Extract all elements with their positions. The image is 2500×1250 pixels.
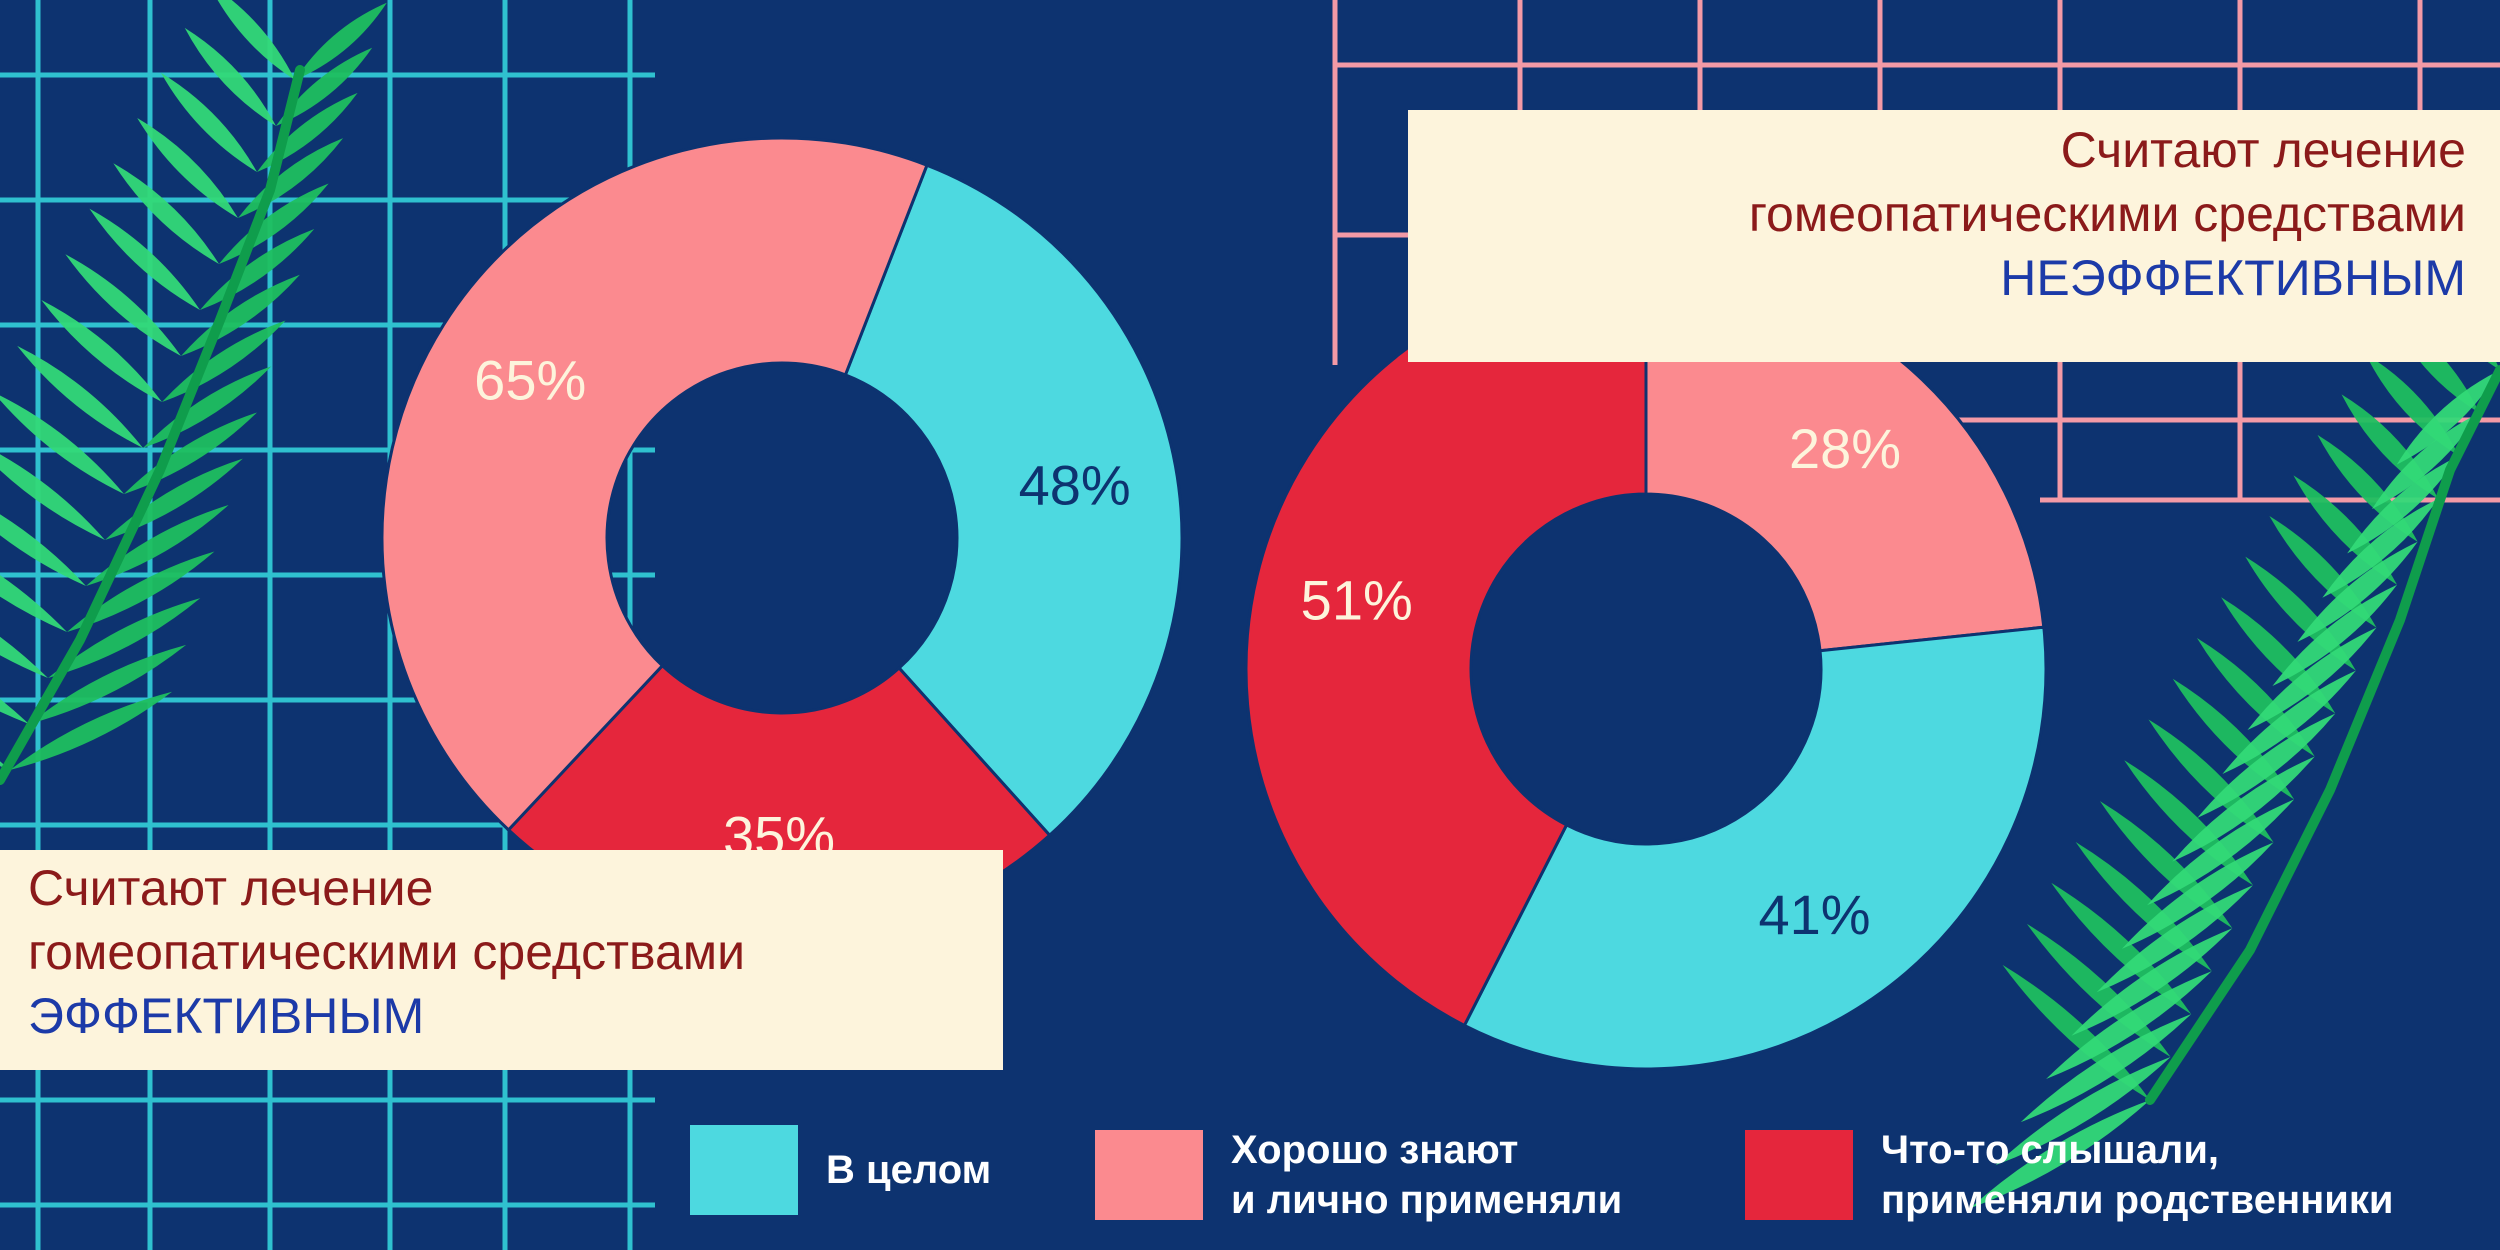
caption-ineffective: Считают лечение гомеопатическими средств…: [1408, 110, 2500, 362]
slice-value-label: 48%: [1019, 453, 1131, 516]
donut-slice: [843, 163, 1184, 838]
pink-grid-decoration: [1332, 0, 2500, 503]
caption-line: гомеопатическими средствами: [1748, 186, 2466, 242]
legend-item-know-well: Хорошо знают и лично применяли: [1095, 1125, 1622, 1225]
slice-value-label: 28%: [1789, 417, 1901, 480]
slice-value-label: 51%: [1301, 569, 1413, 632]
legend-label: В целом: [826, 1148, 992, 1192]
palm-leaf-right: [1970, 273, 2500, 1209]
slice-value-label: 41%: [1758, 883, 1870, 946]
caption-line: гомеопатическими средствами: [28, 924, 746, 980]
legend-swatch-red: [1745, 1130, 1853, 1220]
legend-label: Что-то слышали, применяли родственники: [1881, 1128, 2394, 1222]
donut-slice: [380, 136, 929, 833]
caption-emphasis: НЕЭФФЕКТИВНЫМ: [2000, 250, 2466, 306]
legend-item-heard-of: Что-то слышали, применяли родственники: [1745, 1125, 2394, 1225]
donut-slice: [1462, 625, 2048, 1071]
legend-item-overall: В целом: [690, 1125, 991, 1215]
legend-swatch-pink: [1095, 1130, 1203, 1220]
legend-label: Хорошо знают и лично применяли: [1231, 1128, 1623, 1222]
palm-leaf-left: [0, 0, 387, 785]
slice-value-label: 65%: [474, 349, 586, 412]
caption-line: Считают лечение: [28, 860, 434, 916]
caption-emphasis: ЭФФЕКТИВНЫМ: [28, 988, 425, 1044]
caption-line: Считают лечение: [2060, 122, 2466, 178]
legend-swatch-cyan: [690, 1125, 798, 1215]
caption-effective: Считают лечение гомеопатическими средств…: [0, 850, 1003, 1070]
